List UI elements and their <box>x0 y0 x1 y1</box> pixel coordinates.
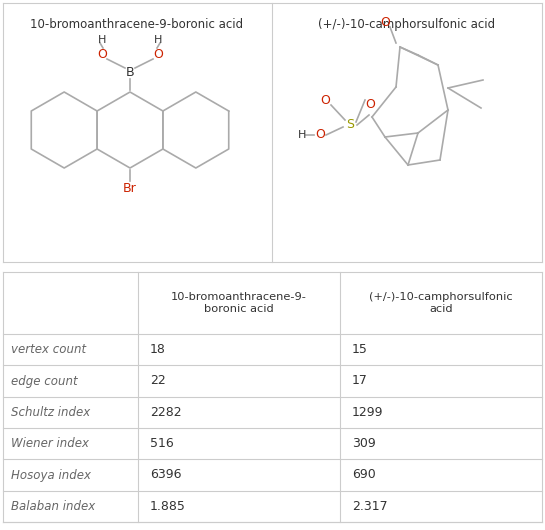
Text: O: O <box>315 128 325 142</box>
Text: Br: Br <box>123 181 137 195</box>
Text: H: H <box>298 130 306 140</box>
Text: 309: 309 <box>352 437 376 450</box>
Text: O: O <box>153 48 163 60</box>
Text: 10-bromoanthracene-9-boronic acid: 10-bromoanthracene-9-boronic acid <box>31 18 244 31</box>
Text: H: H <box>98 35 106 45</box>
Text: (+/-)-10-camphorsulfonic
acid: (+/-)-10-camphorsulfonic acid <box>369 292 513 314</box>
Text: S: S <box>346 119 354 131</box>
Text: (+/-)-10-camphorsulfonic acid: (+/-)-10-camphorsulfonic acid <box>318 18 495 31</box>
Text: 17: 17 <box>352 375 368 387</box>
Text: O: O <box>320 93 330 107</box>
Text: 2.317: 2.317 <box>352 500 387 513</box>
Text: O: O <box>97 48 107 60</box>
Text: Balaban index: Balaban index <box>11 500 95 513</box>
Text: 1.885: 1.885 <box>150 500 186 513</box>
Text: 1299: 1299 <box>352 406 384 419</box>
Text: B: B <box>126 66 134 78</box>
Text: 6396: 6396 <box>150 469 181 481</box>
Text: Schultz index: Schultz index <box>11 406 90 419</box>
Text: 690: 690 <box>352 469 376 481</box>
Text: H: H <box>154 35 162 45</box>
Text: vertex count: vertex count <box>11 343 86 356</box>
Text: 10-bromoanthracene-9-
boronic acid: 10-bromoanthracene-9- boronic acid <box>171 292 307 314</box>
Text: Wiener index: Wiener index <box>11 437 89 450</box>
Text: 22: 22 <box>150 375 166 387</box>
Text: 516: 516 <box>150 437 174 450</box>
Text: 18: 18 <box>150 343 166 356</box>
Text: edge count: edge count <box>11 375 77 387</box>
Text: Hosoya index: Hosoya index <box>11 469 91 481</box>
Text: 2282: 2282 <box>150 406 181 419</box>
Text: O: O <box>380 15 390 29</box>
Text: 15: 15 <box>352 343 368 356</box>
Text: O: O <box>365 99 375 111</box>
